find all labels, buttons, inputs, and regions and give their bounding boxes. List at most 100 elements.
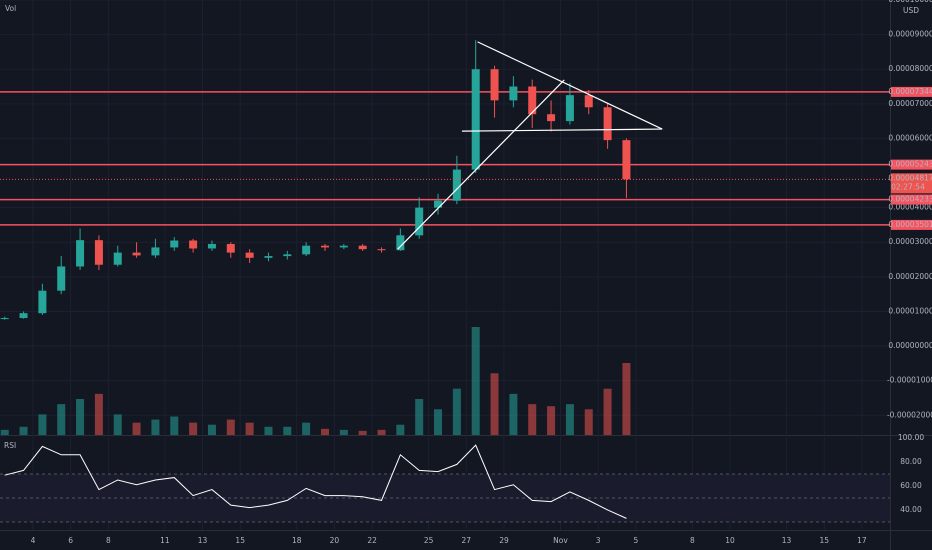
volume-bar	[565, 404, 574, 435]
volume-bar	[415, 399, 424, 435]
x-tick-label: 5	[633, 536, 638, 545]
volume-bar	[245, 422, 254, 435]
x-tick-label: 11	[160, 536, 170, 545]
candle-body	[264, 256, 273, 258]
candle-body	[471, 69, 480, 170]
x-tick-label: 13	[782, 536, 792, 545]
rsi-tick-label: 100.00	[898, 433, 924, 442]
volume-bar	[509, 393, 518, 435]
countdown: 02:27:54	[891, 182, 925, 191]
x-tick-label: 8	[690, 536, 695, 545]
volume-bar	[358, 430, 367, 435]
price-line-tag	[891, 219, 932, 230]
candle-body	[94, 240, 103, 265]
volume-bar	[170, 416, 179, 435]
candle-body	[57, 266, 66, 291]
price-line-label: 0.00003501	[888, 220, 932, 229]
volume-bar	[113, 414, 122, 435]
price-line-tag	[891, 159, 932, 170]
price-line-tag	[891, 86, 932, 97]
volume-bar	[151, 419, 160, 435]
last-price-tag	[891, 173, 932, 194]
price-line-label: 0.00004233	[888, 195, 932, 204]
x-tick-label: Nov	[553, 536, 568, 545]
volume-bar	[226, 419, 235, 435]
trendline	[397, 79, 565, 250]
candle-body	[170, 240, 179, 248]
volume-bar	[132, 422, 141, 435]
candle-body	[151, 247, 160, 256]
volume-bar	[57, 404, 66, 435]
volume-bar	[207, 424, 216, 435]
volume-bar	[339, 429, 348, 435]
volume-bar	[94, 393, 103, 435]
volume-bar	[264, 426, 273, 435]
last-price-label: 0.00004817	[888, 173, 932, 182]
y-tick-label: 0.00006000	[888, 133, 932, 142]
candle-body	[584, 95, 593, 108]
x-tick-label: 20	[330, 536, 340, 545]
candle-body	[377, 249, 386, 251]
y-tick-label: 0.00008000	[888, 64, 932, 73]
price-line-label: 0.00007344	[888, 87, 932, 96]
volume-bar	[528, 404, 537, 435]
trendline	[477, 41, 663, 130]
candle-body	[452, 169, 461, 201]
rsi-line	[4, 444, 627, 519]
candle-body	[113, 252, 122, 265]
y-tick-label: 0.00001000	[888, 306, 932, 315]
volume-bar	[396, 424, 405, 435]
volume-bar	[189, 422, 198, 435]
y-tick-label: 0.00007000	[888, 99, 932, 108]
candle-body	[189, 240, 198, 249]
x-tick-label: 13	[198, 536, 208, 545]
volume-label: Vol	[5, 4, 16, 13]
candle-body	[283, 254, 292, 257]
candle-body	[434, 200, 443, 208]
volume-bar	[377, 429, 386, 435]
rsi-tick-label: 40.00	[900, 505, 922, 514]
volume-bar	[622, 363, 631, 435]
y-tick-label: 0.00000000	[888, 341, 932, 350]
volume-bar	[38, 414, 47, 435]
price-line-tag	[891, 194, 932, 205]
candle-body	[528, 86, 537, 115]
candle-body	[565, 95, 574, 122]
rsi-label: RSI	[4, 441, 16, 450]
volume-bar	[76, 399, 85, 435]
x-tick-label: 3	[596, 536, 601, 545]
x-tick-label: 29	[499, 536, 509, 545]
volume-bar	[603, 388, 612, 435]
volume-bar	[19, 426, 28, 435]
x-tick-label: 18	[292, 536, 302, 545]
candle-body	[132, 252, 141, 256]
currency-label: USD	[903, 6, 919, 15]
candle-body	[320, 245, 329, 248]
y-tick-label: -0.00001000	[887, 376, 932, 385]
volume-bar	[302, 422, 311, 435]
volume-bar	[434, 409, 443, 435]
x-tick-label: 22	[367, 536, 377, 545]
volume-bar	[547, 406, 556, 435]
x-tick-label: 17	[857, 536, 867, 545]
candle-body	[415, 207, 424, 236]
rsi-tick-label: 80.00	[900, 457, 922, 466]
candle-body	[358, 245, 367, 250]
candle-body	[207, 243, 216, 249]
x-tick-label: 15	[235, 536, 245, 545]
candle-body	[490, 69, 499, 101]
y-tick-label: 0.00004000	[888, 203, 932, 212]
volume-bar	[0, 429, 9, 435]
candle-body	[603, 107, 612, 141]
volume-bar	[490, 373, 499, 435]
candle-body	[339, 245, 348, 248]
y-tick-label: 0.00003000	[888, 237, 932, 246]
candle-body	[245, 252, 254, 258]
x-tick-label: 27	[462, 536, 472, 545]
candle-body	[622, 140, 631, 180]
y-tick-label: -0.00002000	[887, 410, 932, 419]
candle-body	[0, 318, 9, 320]
candle-body	[396, 235, 405, 251]
